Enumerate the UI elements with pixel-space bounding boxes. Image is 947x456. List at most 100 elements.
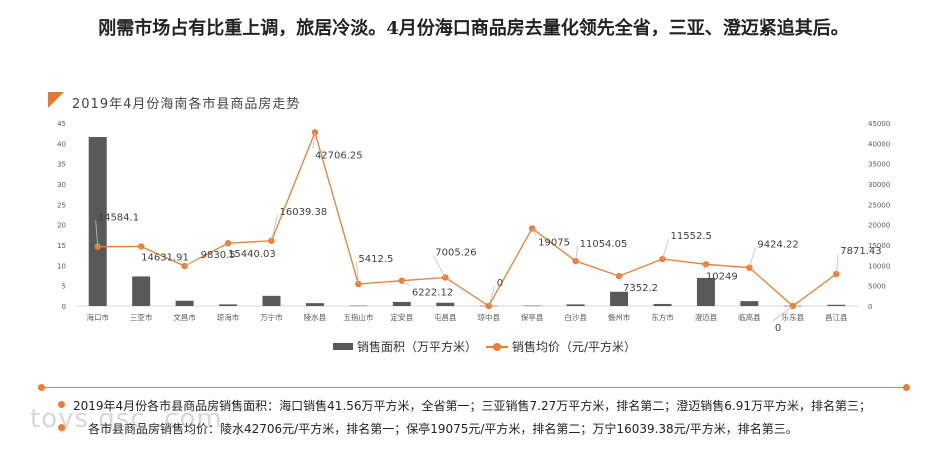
price-data-label: 7871.43 [840, 246, 881, 257]
bar-海口市 [88, 136, 107, 306]
price-line [97, 130, 837, 307]
x-tick-label: 琼中县 [477, 312, 500, 322]
price-point-白沙县 [572, 257, 579, 265]
y-right-tick-label: 25000 [868, 201, 890, 209]
divider-dot-right [903, 384, 910, 391]
label-leader [531, 228, 537, 236]
note-bullet [58, 424, 65, 431]
label-leader [271, 214, 278, 241]
price-data-label: 14631.91 [141, 252, 189, 263]
price-data-label: 10249 [706, 271, 738, 282]
price-point-文昌市 [181, 262, 188, 270]
bar-白沙县 [566, 304, 585, 306]
label-leader [618, 275, 622, 282]
x-tick-label: 白沙县 [564, 312, 587, 322]
section-divider [41, 387, 907, 388]
legend-label-price: 销售均价（元/平方米） [512, 340, 637, 354]
x-tick-label: 屯昌县 [434, 312, 457, 322]
price-data-label: 0 [775, 323, 781, 334]
bar-文昌市 [175, 300, 194, 306]
label-leader [401, 280, 411, 287]
note-sales-price: 各市县商品房销售均价：陵水42706元/平方米，排名第一；保亭19075元/平方… [88, 422, 798, 436]
label-leader [312, 132, 316, 149]
x-tick-label: 海口市 [86, 312, 109, 322]
y-right-tick-label: 40000 [868, 140, 890, 148]
x-tick-label: 琼海市 [217, 312, 240, 322]
y-right-tick-label: 45000 [868, 120, 890, 128]
x-tick-label: 保亭县 [521, 312, 544, 322]
price-data-label: 7352.2 [623, 283, 658, 294]
legend-swatch-line [486, 342, 508, 351]
legend-label-area: 销售面积（万平方米） [357, 340, 478, 354]
price-data-label: 19075 [538, 237, 570, 248]
price-data-label: 15440.03 [228, 249, 276, 260]
label-leader [662, 238, 669, 260]
label-leader [488, 285, 496, 307]
y-right-tick-label: 5000 [868, 283, 886, 291]
x-tick-label: 儋州市 [608, 312, 631, 322]
label-leader [835, 253, 839, 275]
price-data-label: 16039.38 [280, 207, 328, 218]
legend-swatch-bar [333, 343, 353, 350]
bar-万宁市 [262, 295, 281, 306]
watermark-text: toys.gsc..com [30, 404, 223, 434]
label-leader [432, 255, 446, 278]
price-point-海口市 [94, 243, 101, 250]
y-right-tick-label: 35000 [868, 161, 890, 169]
y-right-tick-label: 10000 [868, 262, 890, 270]
y-right-tick-label: 30000 [868, 181, 890, 189]
y-right-tick-label: 20000 [868, 222, 890, 230]
y-left-tick-label: 35 [57, 161, 66, 169]
bar-昌江县 [827, 304, 846, 306]
x-tick-label: 临高县 [738, 312, 761, 322]
y-left-tick-label: 30 [57, 181, 66, 189]
bar-三亚市 [132, 276, 151, 306]
y-left-tick-label: 15 [57, 242, 66, 250]
price-data-label: 9830.5 [201, 250, 236, 261]
price-data-label: 5412.5 [358, 254, 393, 265]
x-tick-label: 陵水县 [304, 312, 327, 322]
price-data-label: 14584.1 [98, 213, 139, 224]
label-leader [772, 305, 794, 322]
y-right-tick-label: 15000 [868, 242, 890, 250]
y-left-tick-label: 5 [62, 283, 66, 291]
label-leader [355, 261, 359, 285]
note-sales-area: 2019年4月份各市县商品房销售面积：海口销售41.56万平方米，全省第一；三亚… [73, 399, 871, 413]
y-left-tick-label: 0 [62, 303, 66, 311]
price-point-陵水县 [311, 129, 319, 136]
page-headline: 刚需市场占有比重上调，旅居冷淡。4月份海口商品房去量化领先全省，三亚、澄迈紧追其… [98, 18, 849, 39]
x-tick-label: 昌江县 [825, 313, 848, 322]
price-data-label: 0 [497, 278, 503, 289]
bar-保亭县 [523, 305, 542, 307]
bar-儋州市 [610, 291, 629, 306]
price-data-label: 9424.22 [757, 240, 798, 251]
bar-琼海市 [219, 304, 238, 306]
combo-chart: 0 5 10 15 20 25 30 35 40 45 0 5000 10000 15000 20000 25… [57, 120, 890, 334]
label-leader [95, 220, 99, 247]
label-leader [703, 264, 707, 270]
price-data-label: 42706.25 [315, 150, 363, 161]
label-leader [749, 247, 756, 268]
chart-title: 2019年4月份海南各市县商品房走势 [72, 97, 301, 112]
price-data-label: 7005.26 [435, 248, 476, 259]
x-tick-label: 澄迈县 [695, 312, 718, 322]
x-tick-label: 万宁市 [260, 312, 283, 322]
bar-定安县 [392, 301, 411, 306]
x-tick-label: 乐东县 [782, 312, 805, 322]
legend-item-area: 销售面积（万平方米） [333, 338, 477, 355]
bar-东方市 [653, 303, 672, 306]
x-tick-label: 三亚市 [130, 312, 153, 322]
label-leader [575, 246, 579, 262]
x-tick-label: 东方市 [651, 312, 674, 322]
x-tick-label: 文昌市 [173, 312, 196, 322]
price-data-label: 11552.5 [671, 231, 712, 242]
title-marker [48, 92, 64, 108]
label-leader [138, 246, 142, 251]
y-left-tick-label: 45 [57, 120, 66, 128]
price-point-屯昌县 [442, 274, 449, 281]
x-tick-label: 定安县 [391, 312, 414, 322]
y-left-tick-label: 10 [57, 262, 66, 270]
y-left-tick-label: 25 [57, 201, 66, 209]
price-data-label: 6222.12 [412, 288, 453, 299]
bar-屯昌县 [436, 302, 455, 306]
